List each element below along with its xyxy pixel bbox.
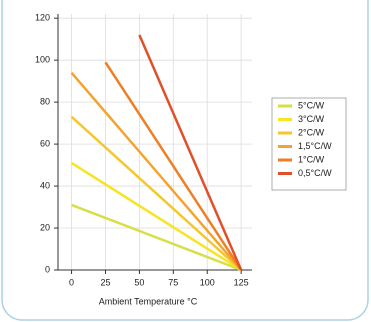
legend-label: 0,5°C/W: [298, 168, 332, 178]
y-tick-label: 0: [45, 264, 50, 274]
series-line: [70, 115, 242, 271]
x-axis-label: Ambient Temperature °C: [99, 296, 198, 306]
y-tick-label: 80: [40, 97, 50, 107]
x-tick-label: 125: [234, 277, 249, 287]
legend-label: 1°C/W: [298, 154, 325, 164]
series-line: [104, 61, 243, 271]
series-line: [70, 71, 243, 271]
y-tick-label: 120: [35, 13, 50, 23]
legend-label: 1,5°C/W: [298, 141, 332, 151]
y-tick-label: 60: [40, 138, 50, 148]
series-line: [71, 203, 242, 272]
legend-label: 5°C/W: [298, 100, 325, 110]
x-tick-label: 75: [168, 277, 178, 287]
y-tick-label: 40: [40, 180, 50, 190]
y-tick-label: 100: [35, 55, 50, 65]
x-tick-label: 100: [200, 277, 215, 287]
legend-label: 2°C/W: [298, 127, 325, 137]
x-tick-label: 25: [100, 277, 110, 287]
x-tick-label: 0: [69, 277, 74, 287]
y-tick-label: 20: [40, 222, 50, 232]
series-line: [138, 34, 243, 271]
x-tick-label: 50: [134, 277, 144, 287]
legend-label: 3°C/W: [298, 114, 325, 124]
series-line: [70, 161, 242, 272]
